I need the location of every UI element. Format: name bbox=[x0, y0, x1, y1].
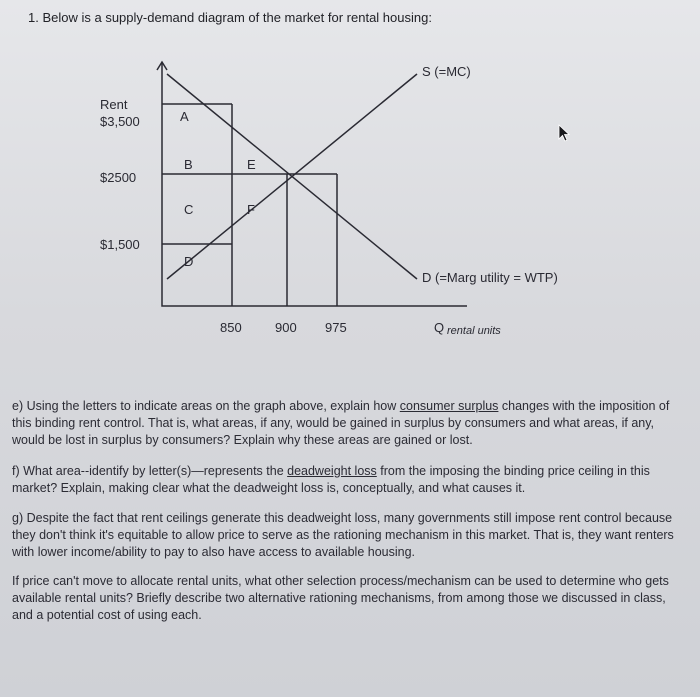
region-C: C bbox=[184, 202, 193, 217]
region-A: A bbox=[180, 109, 189, 124]
question-e-underlined: consumer surplus bbox=[400, 399, 499, 413]
question-f-text-1: What area--identify by letter(s)—represe… bbox=[23, 464, 287, 478]
question-number: 1. bbox=[28, 10, 39, 25]
question-g-label: g) bbox=[12, 511, 23, 525]
supply-demand-chart: S (=MC) D (=Marg utility = WTP) Rent $3,… bbox=[72, 44, 612, 374]
question-header: 1. Below is a supply-demand diagram of t… bbox=[28, 10, 432, 25]
x-axis-label-Q: Q bbox=[434, 320, 444, 335]
question-e-label: e) bbox=[12, 399, 23, 413]
supply-label: S (=MC) bbox=[422, 64, 471, 79]
demand-label: D (=Marg utility = WTP) bbox=[422, 270, 558, 285]
x-tick-900: 900 bbox=[275, 320, 297, 335]
region-F: F bbox=[247, 202, 255, 217]
question-g-text-p1: Despite the fact that rent ceilings gene… bbox=[12, 511, 674, 559]
region-B: B bbox=[184, 157, 193, 172]
chart-svg: S (=MC) D (=Marg utility = WTP) Rent $3,… bbox=[72, 44, 612, 374]
x-tick-850: 850 bbox=[220, 320, 242, 335]
x-axis-sublabel: rental units bbox=[447, 325, 501, 337]
region-E: E bbox=[247, 157, 256, 172]
question-e-text-1: Using the letters to indicate areas on t… bbox=[27, 399, 400, 413]
question-g: g) Despite the fact that rent ceilings g… bbox=[12, 510, 688, 623]
question-e: e) Using the letters to indicate areas o… bbox=[12, 398, 688, 449]
question-prompt: Below is a supply-demand diagram of the … bbox=[42, 10, 431, 25]
question-f-underlined: deadweight loss bbox=[287, 464, 377, 478]
y-tick-2500: $2500 bbox=[100, 170, 136, 185]
question-g-text-p2: If price can't move to allocate rental u… bbox=[12, 574, 669, 622]
region-D: D bbox=[184, 254, 193, 269]
x-tick-975: 975 bbox=[325, 320, 347, 335]
page: 1. Below is a supply-demand diagram of t… bbox=[0, 0, 700, 697]
question-f: f) What area--identify by letter(s)—repr… bbox=[12, 463, 688, 497]
y-tick-3500: $3,500 bbox=[100, 114, 140, 129]
y-axis-label: Rent bbox=[100, 97, 128, 112]
questions-block: e) Using the letters to indicate areas o… bbox=[12, 398, 688, 638]
question-f-label: f) bbox=[12, 464, 20, 478]
y-tick-1500: $1,500 bbox=[100, 237, 140, 252]
